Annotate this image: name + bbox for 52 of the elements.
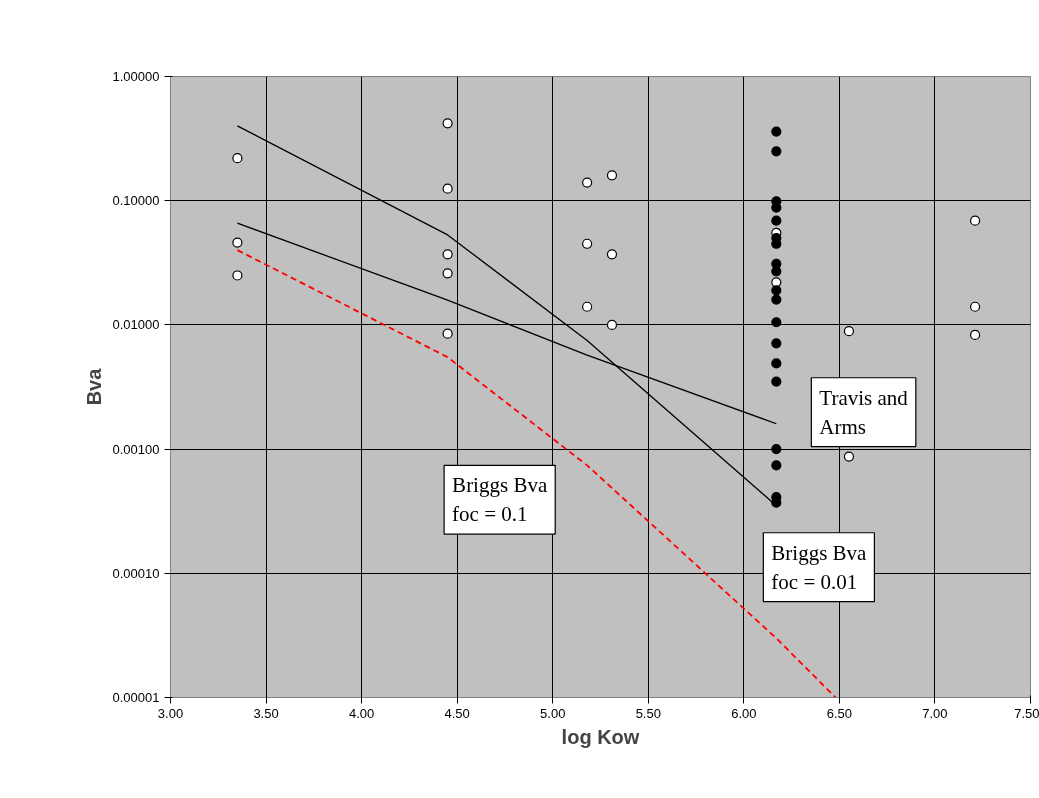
y-tick-label: 0.10000 [112, 193, 160, 209]
x-tick-label: 6.50 [826, 705, 853, 721]
y-axis-title: Bva [82, 367, 105, 406]
point [232, 237, 243, 248]
x-axis-title: log Kow [561, 725, 640, 748]
y-tick-label: 0.00001 [112, 690, 160, 705]
point [771, 460, 782, 471]
x-tick-label: 5.00 [540, 705, 566, 721]
point [442, 328, 453, 339]
point [606, 170, 618, 181]
point [232, 270, 243, 281]
y-tick-label: 0.00010 [112, 565, 160, 581]
point [771, 317, 782, 328]
point [232, 153, 243, 164]
text: Travis and Arms [819, 385, 909, 439]
point [442, 268, 453, 279]
point [442, 183, 453, 194]
point [771, 126, 782, 137]
point [771, 444, 782, 455]
point [442, 118, 453, 129]
point [771, 358, 782, 369]
point [771, 338, 782, 349]
point [606, 249, 618, 260]
x-tick-label: 4.50 [444, 705, 470, 721]
y-tick-label: 0.01000 [112, 317, 160, 333]
point [771, 146, 782, 157]
point [771, 376, 782, 387]
point [582, 238, 593, 249]
series-label: Briggs Bva foc = 0.01 [771, 540, 868, 594]
x-tick-label: 3.50 [253, 705, 279, 721]
point [771, 266, 782, 277]
y-tick-label: 1.00000 [112, 69, 160, 84]
point [843, 451, 855, 462]
point [771, 294, 782, 305]
x-tick-label: 4.00 [348, 705, 375, 721]
x-tick-label: 7.50 [1014, 705, 1039, 721]
point [442, 249, 453, 260]
point [771, 215, 782, 226]
x-tick-label: 5.50 [635, 705, 661, 721]
point [606, 319, 618, 330]
point [843, 326, 855, 337]
point [969, 301, 981, 312]
point [771, 285, 782, 296]
x-tick-label: 7.00 [922, 705, 948, 721]
series-label: Briggs Bva foc = 0.1 [452, 473, 548, 527]
y-tick-label: 0.00100 [112, 441, 160, 457]
point [969, 329, 981, 341]
point [969, 215, 981, 226]
x-tick-label: 3.00 [157, 705, 184, 721]
point [582, 301, 593, 312]
x-tick-label: 6.00 [731, 705, 757, 721]
point [582, 177, 593, 188]
